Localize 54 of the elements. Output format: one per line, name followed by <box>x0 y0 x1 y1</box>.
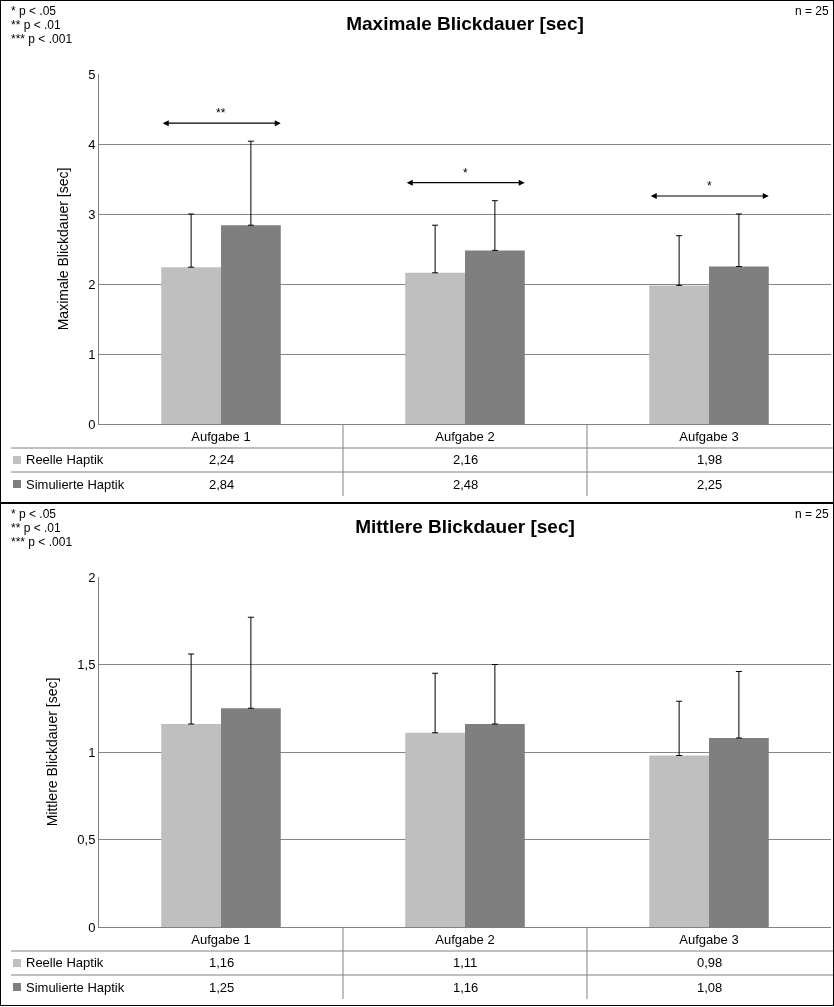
x-tick-label: Aufgabe 1 <box>191 931 251 947</box>
annotation: * <box>463 166 468 180</box>
bar <box>405 272 465 424</box>
data-label: 2,48 <box>453 477 479 492</box>
data-label: 1,16 <box>209 955 235 970</box>
x-tick-label: Aufgabe 2 <box>435 931 495 947</box>
data-label: 1,98 <box>697 452 723 467</box>
chart-title: Mittlere Blickdauer [sec] <box>355 516 575 538</box>
data-label: 2,24 <box>209 452 235 467</box>
x-tick-label: Aufgabe 3 <box>679 931 739 947</box>
bar <box>161 267 221 424</box>
legend-label: Reelle Haptik <box>26 452 104 467</box>
y-tick-label: 0,5 <box>77 832 96 848</box>
text: *** p < .001 <box>11 535 73 549</box>
bar <box>649 755 709 927</box>
text: ** p < .01 <box>11 521 62 535</box>
y-tick-label: 0 <box>88 416 96 432</box>
x-tick-label: Aufgabe 1 <box>191 428 251 444</box>
y-axis-title: Mittlere Blickdauer [sec] <box>43 677 60 827</box>
legend-label: Simulierte Haptik <box>26 980 125 995</box>
y-axis-title: Maximale Blickdauer [sec] <box>54 167 71 331</box>
data-label: 1,08 <box>697 980 723 995</box>
y-tick-label: 2 <box>88 569 96 585</box>
y-tick-label: 2 <box>88 276 96 292</box>
data-label: 2,84 <box>209 477 235 492</box>
data-label: 2,16 <box>453 452 479 467</box>
text: * p < .05 <box>11 4 57 18</box>
data-label: 2,25 <box>697 477 723 492</box>
bar <box>405 732 465 927</box>
annotation: ** <box>216 106 226 120</box>
y-tick-label: 0 <box>88 919 96 935</box>
legend-label: Simulierte Haptik <box>26 477 125 492</box>
data-label: 1,25 <box>209 980 235 995</box>
legend-label: Reelle Haptik <box>26 955 104 970</box>
text: * p < .05 <box>11 507 57 521</box>
data-label: 0,98 <box>697 955 723 970</box>
y-tick-label: 1 <box>88 744 96 760</box>
text: n = 25 <box>795 507 830 521</box>
text: ** p < .01 <box>11 18 62 32</box>
x-tick-label: Aufgabe 3 <box>679 428 739 444</box>
chart-title: Maximale Blickdauer [sec] <box>346 13 584 35</box>
x-tick-label: Aufgabe 2 <box>435 428 495 444</box>
y-tick-label: 1,5 <box>77 657 96 673</box>
text: n = 25 <box>795 4 830 18</box>
y-tick-label: 1 <box>88 346 96 362</box>
data-label: 1,16 <box>453 980 479 995</box>
annotation: * <box>707 179 712 193</box>
y-tick-label: 5 <box>88 66 96 82</box>
bar <box>161 724 221 927</box>
y-tick-label: 4 <box>88 136 96 152</box>
y-tick-label: 3 <box>88 206 96 222</box>
text: *** p < .001 <box>11 32 73 46</box>
data-label: 1,11 <box>453 955 478 970</box>
bar <box>649 285 709 424</box>
